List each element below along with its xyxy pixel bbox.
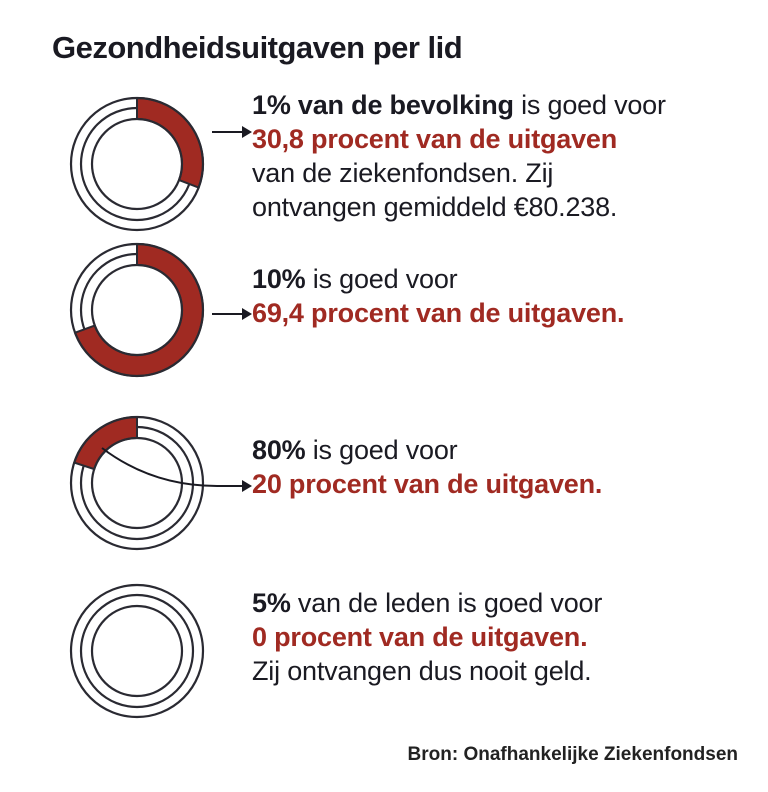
item-3-highlight: 20 procent van de uitgaven. — [252, 469, 603, 499]
arrow-1 — [212, 126, 252, 138]
donut-4-ring-base — [79, 593, 195, 709]
item-4-highlight: 0 procent van de uitgaven. — [252, 622, 588, 652]
item-2-lead-rest: is goed voor — [305, 264, 458, 294]
donut-2-outer-edge — [69, 242, 205, 378]
item-text-2: 10% is goed voor 69,4 procent van de uit… — [252, 262, 752, 330]
item-4-lead-rest: van de leden is goed voor — [290, 588, 603, 618]
source-note: Bron: Onafhankelijke Ziekenfondsen — [407, 744, 738, 765]
donut-1 — [62, 89, 212, 239]
donut-1-outer-edge — [69, 96, 205, 232]
donut-4-inner-edge — [90, 604, 184, 698]
item-text-4: 5% van de leden is goed voor 0 procent v… — [252, 586, 752, 688]
donut-2-inner-edge — [90, 263, 184, 357]
donut-chart-4 — [69, 583, 205, 719]
item-4-extra-1: Zij ontvangen dus nooit geld. — [252, 656, 592, 686]
donut-3-leader-curve — [101, 447, 218, 487]
donut-chart-3 — [69, 415, 218, 551]
chart-title: Gezondheidsuitgaven per lid — [52, 30, 463, 65]
arrow-3 — [217, 480, 252, 492]
donut-chart-2 — [69, 242, 205, 378]
donut-4 — [62, 576, 212, 726]
item-2-highlight: 69,4 procent van de uitgaven. — [252, 298, 625, 328]
donut-chart-1 — [69, 96, 205, 232]
donut-1-spending-segment — [136, 96, 204, 189]
donut-2 — [62, 235, 212, 385]
item-3-lead-rest: is goed voor — [305, 435, 458, 465]
item-1-extra-2: ontvangen gemiddeld €80.238. — [252, 192, 618, 222]
item-1-lead-rest: is goed voor — [513, 90, 666, 120]
item-1-lead-bold: 1% van de bevolking — [252, 90, 514, 120]
donut-3-outer-edge — [69, 415, 205, 551]
donut-4-outer-edge — [69, 583, 205, 719]
item-4-lead-bold: 5% — [252, 588, 291, 618]
item-3-lead-bold: 80% — [252, 435, 306, 465]
item-1-highlight: 30,8 procent van de uitgaven — [252, 124, 618, 154]
item-text-3: 80% is goed voor 20 procent van de uitga… — [252, 433, 752, 501]
item-1-extra-1: van de ziekenfondsen. Zij — [252, 158, 554, 188]
donut-3 — [62, 408, 218, 558]
item-2-lead-bold: 10% — [252, 264, 306, 294]
arrow-2 — [212, 308, 252, 320]
item-text-1: 1% van de bevolking is goed voor 30,8 pr… — [252, 88, 752, 224]
donut-1-inner-edge — [90, 117, 184, 211]
